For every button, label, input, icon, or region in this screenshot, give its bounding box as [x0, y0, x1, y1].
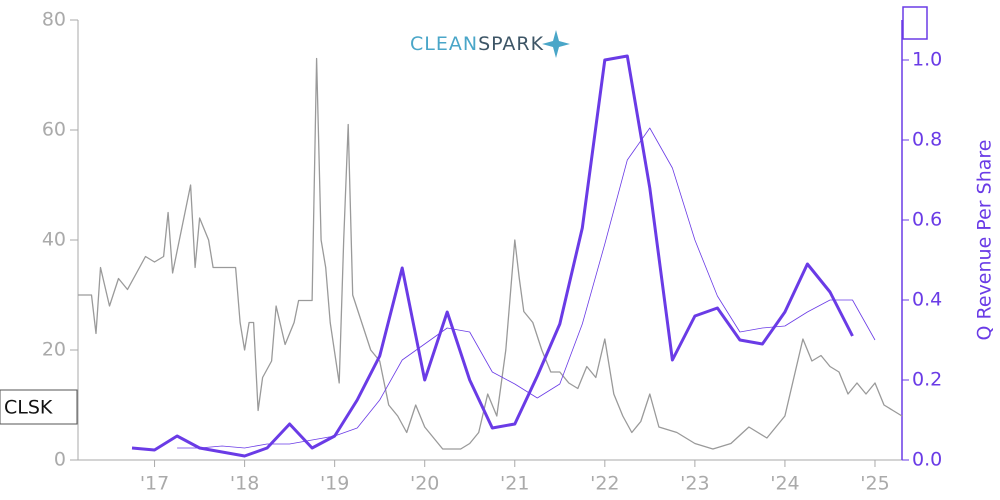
x-tick-label: '20: [410, 473, 439, 495]
x-tick-label: '19: [320, 473, 349, 495]
y-tick-label: 20: [42, 339, 66, 361]
y-tick-label: 60: [42, 119, 66, 141]
logo-part: SPARK: [478, 33, 544, 55]
logo-star: [542, 30, 570, 58]
y2-tick-label: 0.2: [912, 369, 942, 391]
ticker-box: [0, 389, 78, 425]
y-tick-label: 0: [54, 449, 66, 471]
x-tick-label: '21: [500, 473, 529, 495]
y2-tick-label: 0.0: [912, 449, 942, 471]
x-tick-label: '23: [680, 473, 709, 495]
x-tick-label: '25: [860, 473, 889, 495]
x-tick-label: '18: [230, 473, 259, 495]
logo: CLEANSPARK: [410, 33, 544, 55]
y-tick-label: 40: [42, 229, 66, 251]
y2-tick-label: 0.6: [912, 209, 942, 231]
x-tick-label: '22: [590, 473, 619, 495]
y2-axis-label: Q Revenue Per Share: [974, 140, 996, 341]
y2-tick-label: 0.4: [912, 289, 942, 311]
x-tick-label: '24: [770, 473, 799, 495]
series-line: [177, 127, 876, 449]
y2-tick-label: 0.8: [912, 129, 942, 151]
legend-box: [902, 6, 928, 40]
y-tick-label: 80: [42, 9, 66, 31]
x-tick-label: '17: [140, 473, 169, 495]
series-line: [78, 57, 903, 450]
series-line: [131, 54, 854, 458]
y2-tick-label: 1.0: [912, 49, 942, 71]
logo-part: CLEAN: [410, 33, 478, 55]
ticker: CLSK: [4, 397, 53, 419]
